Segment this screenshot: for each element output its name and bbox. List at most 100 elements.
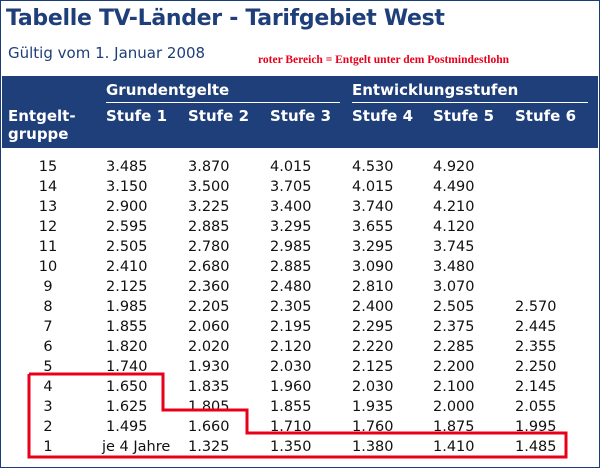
cell-stufe-1: 2.900: [106, 199, 148, 215]
red-area-outline-path: [27, 372, 568, 459]
cell-stufe-3: 3.400: [270, 199, 312, 215]
col-header-stufe-5: Stufe 5: [433, 107, 495, 125]
cell-stufe-1: 1.985: [106, 299, 148, 315]
cell-stufe-4: 1.760: [352, 419, 394, 435]
page-title: Tabelle TV-Länder - Tarifgebiet West: [6, 6, 445, 31]
cell-stufe-4: 3.090: [352, 259, 394, 275]
col-header-stufe-3: Stufe 3: [270, 107, 332, 125]
cell-stufe-5: 2.200: [433, 359, 475, 375]
cell-stufe-5: 4.490: [433, 179, 475, 195]
cell-entgeltgruppe: 8: [43, 299, 53, 315]
table-row: 15 3.485 3.870 4.015 4.530 4.920: [2, 158, 598, 176]
cell-entgeltgruppe: 4: [43, 379, 53, 395]
cell-stufe-2: 2.885: [188, 219, 230, 235]
col-header-entgeltgruppe: Entgelt- gruppe: [8, 107, 76, 143]
group-underline-entw: [352, 102, 588, 103]
cell-stufe-3: 3.295: [270, 219, 312, 235]
cell-stufe-1: 3.150: [106, 179, 148, 195]
cell-stufe-3: 2.195: [270, 319, 312, 335]
cell-stufe-2: 1.835: [188, 379, 230, 395]
cell-stufe-3: 4.015: [270, 159, 312, 175]
cell-stufe-5: 3.745: [433, 239, 475, 255]
table-row: 5 1.740 1.930 2.030 2.125 2.200 2.250: [2, 358, 598, 376]
cell-stufe-3: 2.885: [270, 259, 312, 275]
cell-stufe-5: 2.375: [433, 319, 475, 335]
cell-stufe-2: 2.680: [188, 259, 230, 275]
cell-stufe-1: 3.485: [106, 159, 148, 175]
table-row: 4 1.650 1.835 1.960 2.030 2.100 2.145: [2, 378, 598, 396]
cell-stufe-6: 1.485: [515, 439, 557, 455]
cell-stufe-6: 2.445: [515, 319, 557, 335]
table-row: 2 1.495 1.660 1.710 1.760 1.875 1.995: [2, 418, 598, 436]
cell-stufe-3: 1.350: [270, 439, 312, 455]
cell-stufe-2: 3.225: [188, 199, 230, 215]
cell-stufe-6: 2.355: [515, 339, 557, 355]
cell-entgeltgruppe: 7: [43, 319, 53, 335]
cell-stufe-2: 1.930: [188, 359, 230, 375]
group-underline-grund: [106, 102, 340, 103]
col-header-stufe-1: Stufe 1: [106, 107, 168, 125]
legend-note: roter Bereich = Entgelt unter dem Postmi…: [258, 54, 510, 66]
cell-stufe-3: 1.710: [270, 419, 312, 435]
cell-stufe-2: 1.325: [188, 439, 230, 455]
col-header-stufe-4: Stufe 4: [352, 107, 414, 125]
cell-stufe-1: 2.125: [106, 279, 148, 295]
table-row: 9 2.125 2.360 2.480 2.810 3.070: [2, 278, 598, 296]
col-header-entgeltgruppe-line2: gruppe: [8, 125, 69, 143]
cell-entgeltgruppe: 10: [38, 259, 58, 275]
cell-stufe-1: 2.410: [106, 259, 148, 275]
cell-stufe-4: 2.400: [352, 299, 394, 315]
cell-stufe-6: 2.570: [515, 299, 557, 315]
group-header-grundentgelte: Grundentgelte: [106, 81, 230, 99]
cell-stufe-1: 1.650: [106, 379, 148, 395]
cell-stufe-5: 3.070: [433, 279, 475, 295]
table-row: 10 2.410 2.680 2.885 3.090 3.480: [2, 258, 598, 276]
cell-stufe-2: 2.060: [188, 319, 230, 335]
col-header-stufe-6: Stufe 6: [515, 107, 577, 125]
table-row: 14 3.150 3.500 3.705 4.015 4.490: [2, 178, 598, 196]
cell-stufe-2: 3.870: [188, 159, 230, 175]
cell-stufe-1: 2.595: [106, 219, 148, 235]
cell-stufe-4: 3.655: [352, 219, 394, 235]
col-header-entgeltgruppe-line1: Entgelt-: [8, 107, 76, 125]
cell-stufe-4: 2.030: [352, 379, 394, 395]
group-header-entwicklungsstufen: Entwicklungsstufen: [352, 81, 519, 99]
cell-stufe-6: 2.055: [515, 399, 557, 415]
cell-stufe-5: 1.875: [433, 419, 475, 435]
cell-stufe-2: 2.020: [188, 339, 230, 355]
cell-stufe-5: 2.505: [433, 299, 475, 315]
cell-stufe-2: 2.205: [188, 299, 230, 315]
table-row: 8 1.985 2.205 2.305 2.400 2.505 2.570: [2, 298, 598, 316]
page-subtitle: Gültig vom 1. Januar 2008: [8, 44, 206, 62]
cell-stufe-4: 1.935: [352, 399, 394, 415]
cell-stufe-4: 1.380: [352, 439, 394, 455]
col-header-stufe-2: Stufe 2: [188, 107, 250, 125]
cell-entgeltgruppe: 3: [43, 399, 53, 415]
cell-entgeltgruppe: 5: [43, 359, 53, 375]
cell-entgeltgruppe: 11: [38, 239, 58, 255]
cell-stufe-6: 1.995: [515, 419, 557, 435]
cell-stufe-5: 1.410: [433, 439, 475, 455]
table-row: 13 2.900 3.225 3.400 3.740 4.210: [2, 198, 598, 216]
cell-entgeltgruppe: 13: [38, 199, 58, 215]
cell-entgeltgruppe: 14: [38, 179, 58, 195]
cell-stufe-1: 1.820: [106, 339, 148, 355]
cell-entgeltgruppe: 1: [43, 439, 53, 455]
cell-stufe-5: 3.480: [433, 259, 475, 275]
cell-stufe-3: 1.960: [270, 379, 312, 395]
cell-stufe-4: 2.125: [352, 359, 394, 375]
cell-stufe-4: 3.740: [352, 199, 394, 215]
cell-stufe-4: 3.295: [352, 239, 394, 255]
cell-stufe-1: 1.495: [106, 419, 148, 435]
cell-stufe-1: 1.625: [106, 399, 148, 415]
cell-stufe-6: 2.250: [515, 359, 557, 375]
cell-stufe-5: 2.000: [433, 399, 475, 415]
cell-stufe-2: 2.780: [188, 239, 230, 255]
cell-stufe-5: 4.210: [433, 199, 475, 215]
table-row: 11 2.505 2.780 2.985 3.295 3.745: [2, 238, 598, 256]
table-row: 1 je 4 Jahre 1.325 1.350 1.380 1.410 1.4…: [2, 438, 598, 456]
cell-stufe-2: 3.500: [188, 179, 230, 195]
cell-stufe-3: 2.305: [270, 299, 312, 315]
table-row: 12 2.595 2.885 3.295 3.655 4.120: [2, 218, 598, 236]
